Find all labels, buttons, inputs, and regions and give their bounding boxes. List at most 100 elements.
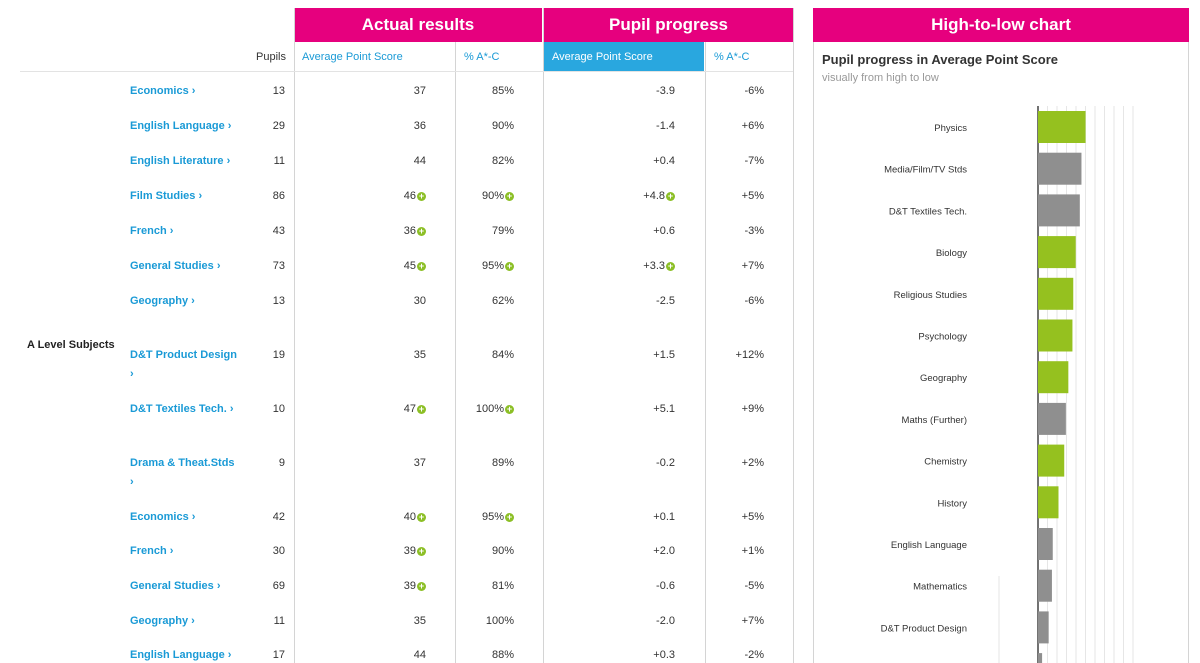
chart-title: Pupil progress in Average Point Score bbox=[822, 52, 1058, 67]
plus-circle-icon: + bbox=[417, 581, 426, 591]
ac-column-header[interactable]: % A*-C bbox=[464, 50, 500, 63]
progress-ac-cell: -5% bbox=[744, 580, 764, 592]
ac-cell: 95% + bbox=[481, 260, 514, 272]
progress-aps-cell: -3.9 bbox=[656, 85, 675, 97]
progress-aps-column-header[interactable]: Average Point Score bbox=[544, 42, 704, 71]
category-label: Maths (Further) bbox=[902, 415, 967, 426]
ac-cell: 90% bbox=[491, 545, 514, 557]
bar bbox=[1038, 277, 1074, 310]
bar bbox=[1038, 111, 1086, 143]
aps-cell: 45 + bbox=[403, 260, 426, 272]
ac-cell: 90% bbox=[491, 120, 514, 132]
subject-link[interactable]: D&T Product Design › bbox=[130, 349, 237, 380]
subject-link[interactable]: General Studies › bbox=[130, 580, 221, 592]
aps-cell: 37 bbox=[413, 85, 426, 97]
aps-cell: 35 bbox=[413, 349, 426, 361]
subject-link[interactable]: English Literature › bbox=[130, 155, 231, 167]
chevron-right-icon: › bbox=[227, 120, 232, 132]
bar bbox=[1038, 569, 1052, 602]
ac-cell: 62% bbox=[491, 295, 514, 307]
subject-link[interactable]: Economics › bbox=[130, 511, 196, 523]
aps-cell: 35 bbox=[413, 615, 426, 627]
plus-circle-icon: + bbox=[505, 512, 514, 522]
plus-circle-icon: + bbox=[417, 404, 426, 414]
chevron-right-icon: › bbox=[130, 476, 134, 488]
ac-cell: 85% bbox=[491, 85, 514, 97]
subject-link[interactable]: Geography › bbox=[130, 295, 195, 307]
aps-column-header[interactable]: Average Point Score bbox=[302, 50, 403, 63]
pupils-cell: 69 bbox=[272, 580, 285, 592]
progress-aps-cell: -2.0 bbox=[656, 615, 675, 627]
aps-cell: 39 + bbox=[403, 580, 426, 592]
ac-cell: 89% bbox=[491, 457, 514, 469]
ac-cell: 82% bbox=[491, 155, 514, 167]
subject-link[interactable]: French › bbox=[130, 545, 174, 557]
bar bbox=[1038, 236, 1076, 269]
subject-link[interactable]: English Language › bbox=[130, 120, 232, 132]
subject-link[interactable]: Geography › bbox=[130, 615, 195, 627]
ac-cell: 90% + bbox=[481, 190, 514, 202]
bar bbox=[1038, 611, 1049, 644]
category-label: Biology bbox=[936, 248, 967, 259]
pupils-cell: 29 bbox=[272, 120, 285, 132]
category-label: D&T Product Design bbox=[881, 623, 967, 634]
category-label: Geography bbox=[920, 373, 967, 384]
aps-cell: 40 + bbox=[403, 511, 426, 523]
subject-link[interactable]: French › bbox=[130, 225, 174, 237]
progress-ac-column-header[interactable]: % A*-C bbox=[714, 50, 750, 63]
aps-cell: 44 bbox=[413, 155, 426, 167]
chevron-right-icon: › bbox=[169, 225, 174, 237]
aps-cell: 46 + bbox=[403, 190, 426, 202]
progress-ac-cell: +1% bbox=[741, 545, 764, 557]
aps-cell: 37 bbox=[413, 457, 426, 469]
bar bbox=[1038, 486, 1059, 519]
aps-cell: 30 bbox=[413, 295, 426, 307]
subject-link[interactable]: General Studies › bbox=[130, 260, 221, 272]
pupils-cell: 19 bbox=[272, 349, 285, 361]
progress-ac-cell: -3% bbox=[744, 225, 764, 237]
aps-cell: 44 bbox=[413, 649, 426, 661]
progress-ac-cell: +7% bbox=[741, 260, 764, 272]
progress-ac-cell: -7% bbox=[744, 155, 764, 167]
header-divider bbox=[20, 71, 793, 72]
plus-circle-icon: + bbox=[505, 191, 514, 201]
chevron-right-icon: › bbox=[216, 260, 221, 272]
subject-link[interactable]: Film Studies › bbox=[130, 190, 203, 202]
group-label: A Level Subjects bbox=[27, 339, 115, 351]
subject-link[interactable]: Economics › bbox=[130, 85, 196, 97]
progress-aps-cell: +0.6 bbox=[653, 225, 675, 237]
divider bbox=[705, 42, 706, 663]
progress-aps-cell: +0.1 bbox=[653, 511, 675, 523]
progress-bar-chart: Physics Media/Film/TV Stds D&T Textiles Te… bbox=[881, 106, 1134, 663]
divider bbox=[543, 8, 544, 663]
bar bbox=[1038, 528, 1053, 560]
ac-cell: 95% + bbox=[481, 511, 514, 523]
pupils-cell: 11 bbox=[273, 615, 285, 627]
aps-cell: 39 + bbox=[403, 545, 426, 557]
progress-ac-cell: -6% bbox=[744, 85, 764, 97]
progress-aps-cell: -0.2 bbox=[656, 457, 675, 469]
pupils-column-header[interactable]: Pupils bbox=[256, 50, 286, 63]
category-label: Physics bbox=[934, 123, 967, 134]
pupils-cell: 86 bbox=[272, 190, 285, 202]
chevron-right-icon: › bbox=[191, 85, 196, 97]
progress-ac-cell: +7% bbox=[741, 615, 764, 627]
aps-cell: 36 bbox=[413, 120, 426, 132]
bar bbox=[1038, 194, 1080, 227]
plus-circle-icon: + bbox=[417, 226, 426, 236]
subject-link[interactable]: Drama & Theat.Stds › bbox=[130, 457, 235, 488]
pupils-cell: 13 bbox=[272, 295, 285, 307]
subject-link[interactable]: English Language › bbox=[130, 649, 232, 661]
progress-aps-cell: -1.4 bbox=[656, 120, 675, 132]
subject-link[interactable]: D&T Textiles Tech. › bbox=[130, 403, 234, 415]
category-label: English Language bbox=[891, 540, 967, 551]
pupils-cell: 11 bbox=[273, 155, 285, 167]
ac-cell: 88% bbox=[491, 649, 514, 661]
plus-circle-icon: + bbox=[505, 261, 514, 271]
chevron-right-icon: › bbox=[227, 649, 232, 661]
pupils-cell: 30 bbox=[272, 545, 285, 557]
progress-aps-cell: -0.6 bbox=[656, 580, 675, 592]
pupils-cell: 9 bbox=[278, 457, 285, 469]
high-to-low-chart-header: High-to-low chart bbox=[813, 8, 1189, 42]
category-label: History bbox=[937, 498, 967, 509]
